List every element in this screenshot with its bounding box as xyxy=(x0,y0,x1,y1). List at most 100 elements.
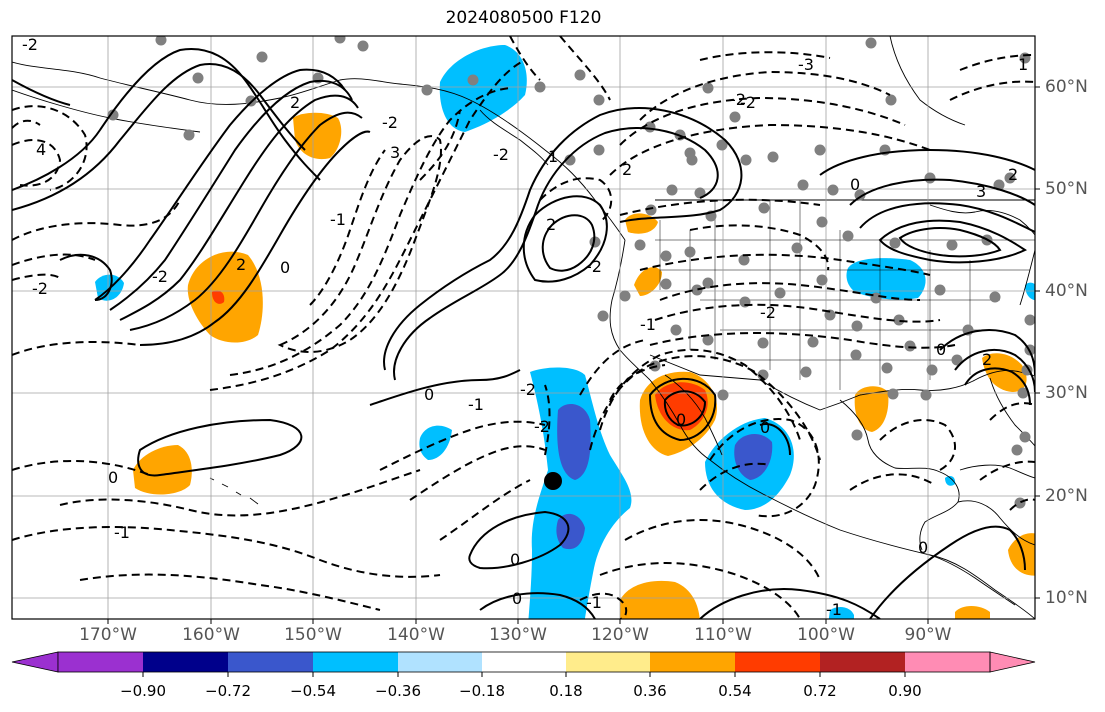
contour-dashed-31 xyxy=(599,562,801,619)
contour-label: -2 xyxy=(152,267,168,286)
latitude-label: 40°N xyxy=(1045,281,1088,301)
contour-solid-30 xyxy=(759,423,791,456)
colorbar-segment xyxy=(566,652,650,672)
contour-label: 3 xyxy=(976,182,986,201)
contour-solid-15 xyxy=(479,592,596,619)
contour-dashed-34 xyxy=(619,96,906,146)
contour-label: -2 xyxy=(32,279,48,298)
contour-solid-5 xyxy=(119,94,359,321)
contour-label: -2 xyxy=(586,257,602,276)
contour-dashed-44 xyxy=(979,460,1035,481)
contour-solid-24 xyxy=(954,349,1035,393)
contour-dashed-27 xyxy=(619,198,821,216)
contour-label: 0 xyxy=(676,410,686,429)
contour-solid-13 xyxy=(137,418,303,477)
contour-labels: -2 -2 -2 -1 0 2 3 4 -2 -1 0 2 2 0 -2 -3 … xyxy=(22,35,1028,619)
shade-orange-caribbean xyxy=(1008,533,1035,576)
latitude-label: 50°N xyxy=(1045,179,1088,199)
colorbar-tick-label: 0.18 xyxy=(549,682,583,700)
contour-dashed-41 xyxy=(879,419,956,471)
longitude-label: 160°W xyxy=(182,625,240,645)
colorbar-tick-label: 0.36 xyxy=(633,682,667,700)
contour-label: 0 xyxy=(936,340,946,359)
colorbar-extend-high xyxy=(989,651,1036,673)
contour-label: -2 xyxy=(740,93,756,112)
contour-label: 4 xyxy=(36,140,46,159)
contour-dashed-48 xyxy=(579,339,646,396)
contour-dashed-22 xyxy=(609,364,666,401)
coast-hudson xyxy=(889,36,966,126)
contour-dashed-35 xyxy=(609,123,931,176)
contour-dashed-30 xyxy=(624,519,821,581)
contour-dashed-11 xyxy=(12,526,441,578)
contour-solid-16 xyxy=(699,588,881,619)
contour-dashed-14 xyxy=(409,445,546,501)
map-background xyxy=(12,36,1035,619)
contour-dashed-21 xyxy=(589,355,821,461)
axis-ticks xyxy=(107,86,1040,624)
longitude-label: 170°W xyxy=(79,625,137,645)
colorbar-tick-label: −0.54 xyxy=(290,682,336,700)
longitude-label: 150°W xyxy=(284,625,342,645)
contour-label: -1 xyxy=(826,600,842,619)
contour-dashed-38 xyxy=(509,36,541,81)
colorbar-tick-label: −0.90 xyxy=(120,682,166,700)
plot-title: 2024080500 F120 xyxy=(445,8,602,28)
longitude-label: 130°W xyxy=(489,625,547,645)
shade-orange-central-america xyxy=(955,606,990,619)
longitude-label: 120°W xyxy=(591,625,649,645)
location-marker xyxy=(544,472,562,490)
contour-label: -2 xyxy=(760,303,776,322)
hawaii-islands xyxy=(209,477,259,505)
contour-dashed-16 xyxy=(12,119,41,129)
colorbar-segment xyxy=(313,652,398,672)
contour-label: 2 xyxy=(1008,165,1018,184)
contour-solid-28 xyxy=(648,377,717,442)
contour-label: 0 xyxy=(918,538,928,557)
dashed-contours xyxy=(12,36,1035,619)
coast-cuba xyxy=(959,464,1035,479)
contour-dashed-26 xyxy=(639,253,931,276)
longitude-label: 140°W xyxy=(387,625,445,645)
contour-label: 2 xyxy=(982,350,992,369)
contour-label: -1 xyxy=(586,593,602,612)
contour-label: 3 xyxy=(390,143,400,162)
shade-blue-yucatan xyxy=(945,476,956,486)
contour-label: 0 xyxy=(424,385,434,404)
colorbar-tick-label: 0.72 xyxy=(803,682,837,700)
colorbar-segment xyxy=(820,652,905,672)
contour-dashed-29 xyxy=(699,462,771,491)
contour-label: 0 xyxy=(512,589,522,608)
contour-label: -2 xyxy=(493,145,509,164)
contour-solid-10 xyxy=(522,195,608,283)
colorbar-segment xyxy=(143,652,228,672)
map-frame xyxy=(11,35,1036,620)
contour-label: 2 xyxy=(236,255,246,274)
contour-label: 2 xyxy=(546,215,556,234)
shade-orange-northpacific xyxy=(187,251,263,343)
colorbar-segment xyxy=(228,652,313,672)
longitude-label: 90°W xyxy=(904,625,952,645)
contour-label: -2 xyxy=(22,35,38,54)
contour-dashed-43 xyxy=(989,402,1035,421)
contour-dashed-17 xyxy=(12,139,62,187)
contour-solid-7 xyxy=(139,130,371,346)
colorbar-tick-label: 0.54 xyxy=(718,682,752,700)
contour-solid-3 xyxy=(94,68,346,301)
longitude-label: 100°W xyxy=(797,625,855,645)
contour-label: -2 xyxy=(730,90,746,109)
colorbar-segment xyxy=(482,652,566,672)
contour-solid-20 xyxy=(859,202,1035,233)
contour-solid-27 xyxy=(12,79,71,106)
shade-blue-ne-pacific xyxy=(419,425,452,460)
longitude-label: 110°W xyxy=(694,625,752,645)
contour-label: 0 xyxy=(510,550,520,569)
contour-solid-21 xyxy=(878,219,1028,264)
shade-orange-florida xyxy=(982,353,1027,392)
latitude-label: 60°N xyxy=(1045,77,1088,97)
shade-blue-sw-pacific-edge xyxy=(828,607,854,619)
contour-dashed-8 xyxy=(309,149,386,306)
contour-dashed-37 xyxy=(559,36,611,101)
contour-label: -1 xyxy=(330,210,346,229)
contour-solid-29 xyxy=(663,390,707,427)
